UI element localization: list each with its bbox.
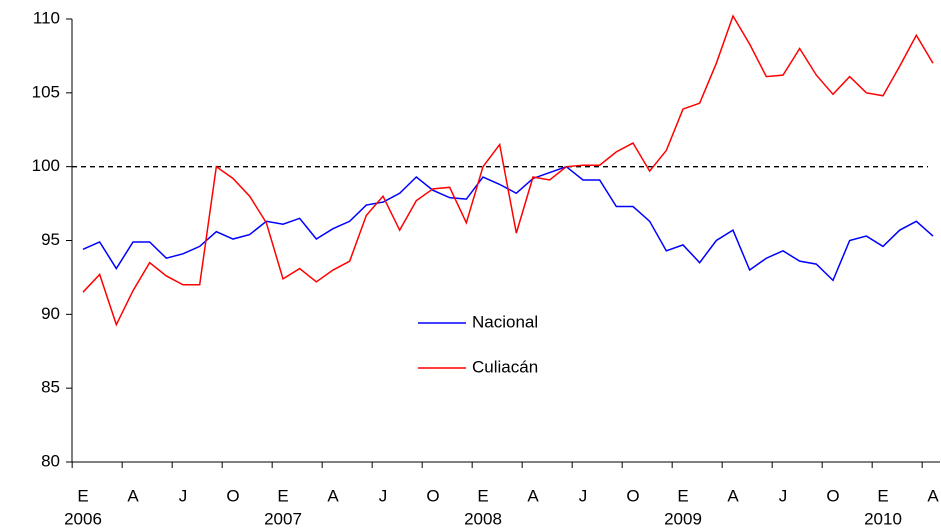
y-tick-label: 95	[41, 230, 60, 249]
x-tick-label: E	[877, 486, 888, 505]
y-tick-label: 100	[32, 156, 60, 175]
x-tick-label: E	[677, 486, 688, 505]
x-tick-label: E	[77, 486, 88, 505]
series-line	[82, 165, 934, 282]
x-tick-label: J	[579, 486, 588, 505]
x-tick-label: J	[379, 486, 388, 505]
x-tick-label: O	[826, 486, 839, 505]
year-label: 2008	[464, 509, 502, 528]
x-tick-label: E	[277, 486, 288, 505]
y-tick-label: 90	[41, 304, 60, 323]
x-tick-label: A	[527, 486, 539, 505]
y-tick-label: 85	[41, 378, 60, 397]
legend-label: Nacional	[472, 312, 538, 331]
year-label: 2006	[64, 509, 102, 528]
y-tick-label: 80	[41, 451, 60, 470]
year-label: 2007	[264, 509, 302, 528]
year-label: 2009	[664, 509, 702, 528]
x-tick-label: J	[179, 486, 188, 505]
x-tick-label: O	[426, 486, 439, 505]
year-label: 2010	[864, 509, 902, 528]
x-tick-label: E	[477, 486, 488, 505]
x-tick-label: A	[127, 486, 139, 505]
y-tick-label: 105	[32, 82, 60, 101]
x-tick-label: O	[626, 486, 639, 505]
x-tick-label: O	[226, 486, 239, 505]
x-tick-label: A	[927, 486, 939, 505]
series-line	[82, 14, 934, 327]
y-tick-label: 110	[33, 8, 60, 27]
x-tick-label: A	[327, 486, 339, 505]
legend-label: Culiacán	[472, 357, 538, 376]
x-tick-label: A	[727, 486, 739, 505]
x-tick-label: J	[779, 486, 788, 505]
